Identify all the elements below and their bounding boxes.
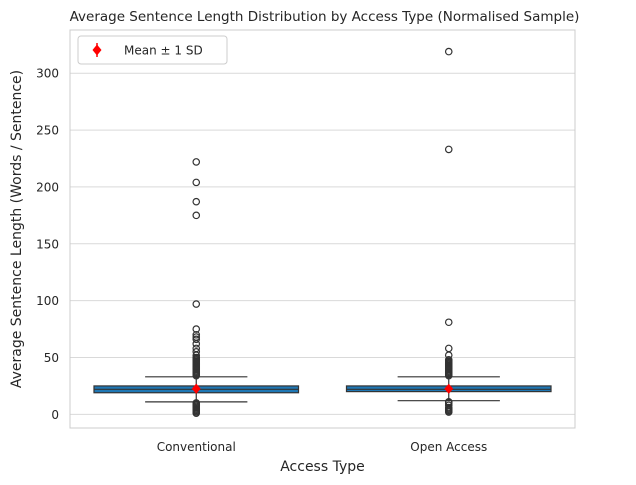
outlier-point: [444, 344, 453, 353]
outlier-point: [192, 330, 201, 339]
box-group: [93, 158, 300, 418]
outlier-point: [192, 325, 201, 333]
outlier-point: [192, 197, 201, 206]
outlier-point: [444, 401, 453, 410]
outlier-point: [192, 348, 201, 356]
outlier-point: [192, 399, 201, 407]
plot-area: [69, 29, 576, 429]
outlier-point: [192, 353, 201, 362]
legend-mean-diamond-icon: [92, 44, 102, 56]
x-axis-ticks: Conventional Open Access: [157, 440, 488, 454]
box-group: [345, 47, 552, 416]
y-tick-label: 300: [36, 67, 59, 81]
legend: Mean ± 1 SD: [77, 35, 228, 65]
y-axis-title: Average Sentence Length (Words / Sentenc…: [9, 70, 25, 388]
outlier-point: [444, 47, 453, 56]
outlier-point: [444, 403, 453, 412]
x-tick-label: Conventional: [157, 440, 236, 454]
y-tick-label: 150: [36, 237, 59, 251]
outlier-point: [444, 145, 453, 154]
y-tick-label: 100: [36, 294, 59, 308]
y-tick-label: 200: [36, 180, 59, 194]
outlier-point: [444, 355, 453, 364]
outlier-point: [192, 211, 201, 220]
chart-title: Average Sentence Length Distribution by …: [70, 9, 580, 25]
mean-marker: [444, 383, 454, 394]
y-tick-label: 250: [36, 124, 59, 138]
boxes-layer: [93, 47, 552, 418]
legend-frame: [77, 35, 228, 65]
outlier-point: [192, 158, 201, 166]
x-axis-title: Access Type: [280, 459, 365, 475]
mean-marker: [191, 383, 201, 394]
outlier-point: [192, 344, 201, 353]
outlier-point: [444, 318, 453, 327]
outlier-point: [192, 335, 201, 344]
y-tick-label: 50: [44, 351, 59, 365]
y-tick-label: 0: [51, 408, 59, 422]
x-tick-label: Open Access: [410, 440, 487, 454]
outlier-point: [192, 178, 201, 187]
y-axis-ticks: 0 50 100 150 200 250 300: [36, 67, 59, 422]
outlier-point: [192, 333, 201, 341]
legend-label: Mean ± 1 SD: [124, 44, 203, 58]
outlier-point: [192, 300, 201, 308]
outlier-point: [444, 398, 453, 406]
grid-lines: [70, 72, 575, 415]
